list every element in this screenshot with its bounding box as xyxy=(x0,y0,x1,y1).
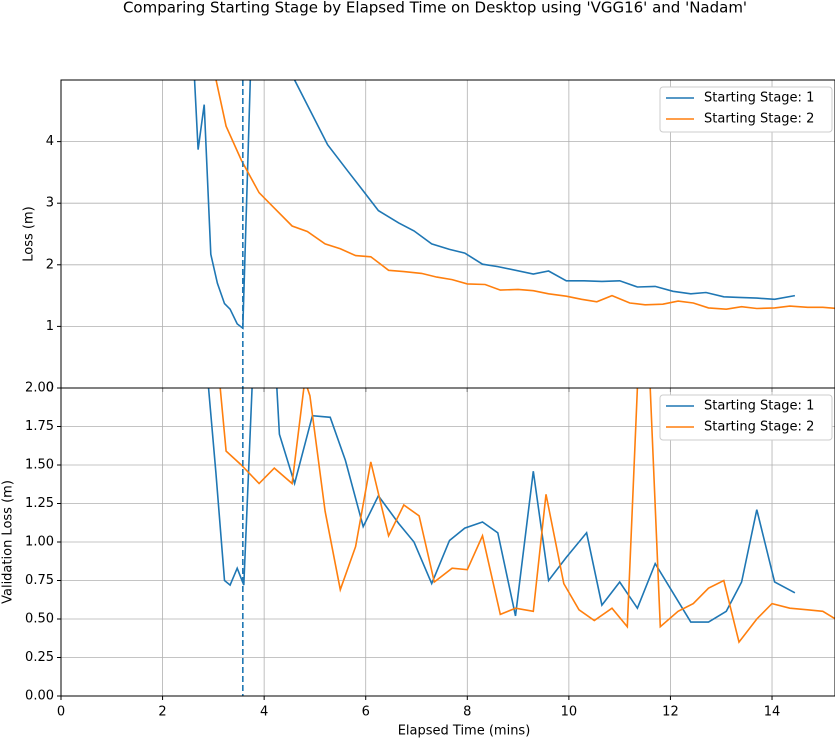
x-axis-label: Elapsed Time (mins) xyxy=(398,724,531,739)
y-axis-label: Loss (m) xyxy=(22,206,37,261)
y-tick-label: 0.25 xyxy=(25,650,54,665)
data-line xyxy=(219,388,835,644)
y-tick-label: 2 xyxy=(46,257,54,272)
y-tick-label: 4 xyxy=(46,134,54,149)
data-line xyxy=(193,80,796,330)
x-tick-label: 2 xyxy=(158,705,166,720)
y-tick-label: 1.75 xyxy=(25,419,54,434)
data-line xyxy=(215,80,835,311)
y-tick-label: 1.00 xyxy=(25,535,54,550)
legend-label: Starting Stage: 2 xyxy=(704,112,814,127)
y-tick-label: 1.50 xyxy=(25,458,54,473)
y-tick-label: 0.75 xyxy=(25,573,54,588)
y-tick-label: 0 xyxy=(46,381,54,396)
legend-box xyxy=(659,394,833,441)
y-tick-label: 0.00 xyxy=(25,689,54,704)
legend-box xyxy=(659,86,833,133)
y-tick-label: 0.50 xyxy=(25,612,54,627)
x-tick-label: 10 xyxy=(561,705,578,720)
y-tick-label: 3 xyxy=(46,196,54,211)
figure-title: Comparing Starting Stage by Elapsed Time… xyxy=(123,0,747,17)
plot-area xyxy=(193,80,835,388)
legend-label: Starting Stage: 2 xyxy=(704,420,814,435)
x-tick-label: 4 xyxy=(260,705,268,720)
y-axis-label: Validation Loss (m) xyxy=(1,480,16,604)
y-tick-label: 1.25 xyxy=(25,496,54,511)
axes-frame xyxy=(60,387,835,697)
x-tick-label: 8 xyxy=(463,705,471,720)
data-line xyxy=(207,388,796,623)
x-tick-label: 0 xyxy=(57,705,65,720)
x-tick-label: 6 xyxy=(362,705,370,720)
legend-label: Starting Stage: 1 xyxy=(704,91,814,106)
x-tick-label: 14 xyxy=(764,705,781,720)
x-tick-label: 12 xyxy=(662,705,679,720)
plot-area xyxy=(207,388,835,696)
y-tick-label: 2.00 xyxy=(25,381,54,396)
legend-label: Starting Stage: 1 xyxy=(704,399,814,414)
y-tick-label: 1 xyxy=(46,319,54,334)
